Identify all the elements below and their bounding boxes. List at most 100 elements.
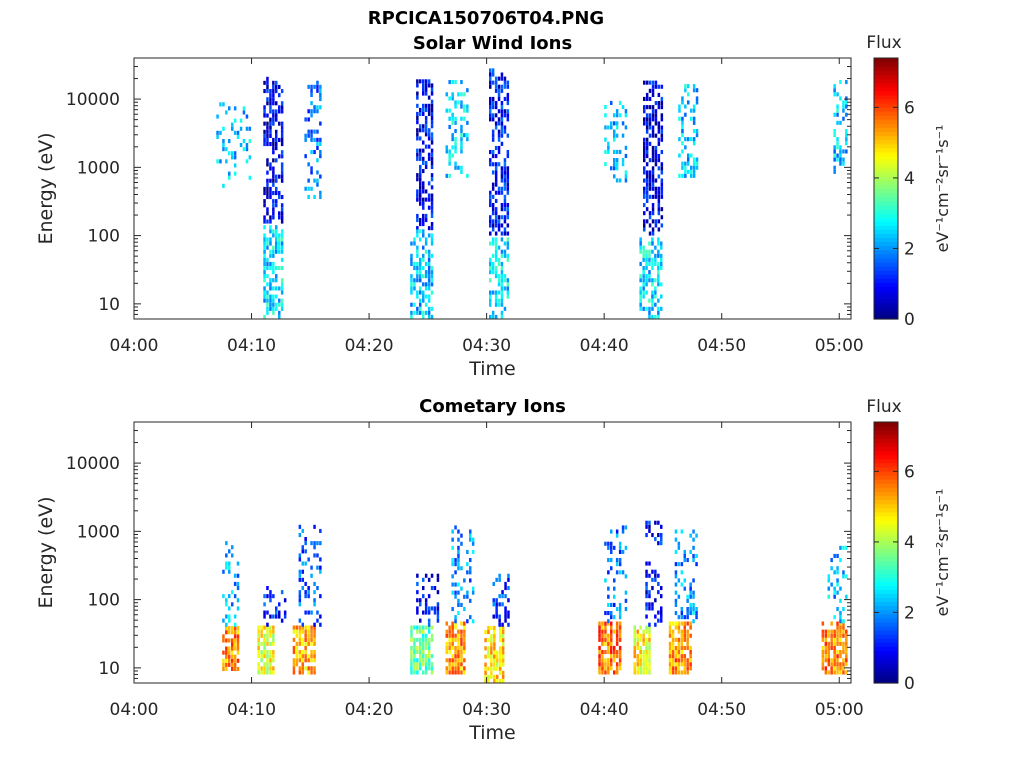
heatmap-cell — [610, 621, 613, 626]
heatmap-cell — [266, 629, 269, 634]
heatmap-cell — [316, 80, 319, 85]
heatmap-cell — [463, 637, 466, 642]
colorbar-segment — [874, 548, 898, 554]
heatmap-cell — [430, 290, 434, 295]
heatmap-cell — [231, 553, 234, 558]
heatmap-cell — [269, 253, 272, 258]
heatmap-cell — [422, 111, 425, 116]
heatmap-cell — [499, 658, 502, 663]
heatmap-cell — [618, 650, 622, 655]
heatmap-cell — [615, 607, 619, 612]
heatmap-cell — [821, 645, 825, 650]
heatmap-cell — [469, 570, 472, 575]
heatmap-cell — [454, 654, 457, 659]
heatmap-cell — [651, 109, 655, 114]
heatmap-cell — [487, 654, 490, 659]
heatmap-cell — [604, 137, 607, 142]
heatmap-cell — [313, 650, 316, 655]
heatmap-cell — [454, 570, 457, 575]
x-tick-label: 05:00 — [815, 336, 864, 356]
heatmap-cell — [642, 662, 645, 667]
heatmap-cell — [233, 130, 237, 135]
heatmap-cell — [657, 314, 660, 319]
heatmap-cell — [839, 611, 842, 616]
heatmap-cell — [674, 529, 678, 534]
heatmap-cell — [671, 637, 675, 642]
heatmap-cell — [410, 286, 413, 291]
heatmap-cell — [460, 133, 463, 138]
heatmap-cell — [422, 257, 425, 262]
heatmap-cell — [436, 590, 440, 595]
heatmap-cell — [506, 215, 510, 220]
heatmap-cell — [427, 181, 431, 186]
heatmap-cell — [648, 211, 652, 216]
heatmap-cell — [504, 594, 507, 599]
heatmap-cell — [686, 594, 689, 599]
heatmap-cell — [645, 178, 649, 183]
heatmap-cell — [621, 162, 625, 167]
heatmap-cell — [618, 602, 622, 607]
heatmap-cell — [601, 633, 604, 638]
heatmap-cell — [500, 101, 504, 106]
heatmap-cell — [460, 666, 463, 671]
heatmap-cell — [489, 117, 492, 122]
heatmap-cell — [642, 249, 645, 254]
heatmap-cell — [489, 105, 492, 110]
heatmap-cell — [445, 658, 448, 663]
heatmap-cell — [494, 198, 498, 203]
heatmap-cell — [484, 662, 487, 667]
heatmap-cell — [430, 606, 434, 611]
heatmap-cell — [624, 174, 628, 179]
heatmap-cell — [842, 104, 845, 109]
heatmap-cell — [610, 637, 613, 642]
heatmap-cell — [842, 545, 845, 550]
heatmap-cell — [228, 139, 231, 144]
heatmap-cell — [618, 658, 622, 663]
heatmap-cell — [618, 607, 622, 612]
heatmap-cell — [430, 201, 434, 206]
heatmap-cell — [280, 174, 284, 179]
heatmap-cell — [503, 158, 507, 163]
x-tick-label: 04:00 — [110, 336, 159, 356]
heatmap-cell — [692, 553, 695, 558]
heatmap-cell — [639, 241, 642, 246]
heatmap-cell — [842, 607, 845, 612]
heatmap-cell — [424, 270, 428, 275]
heatmap-cell — [645, 666, 648, 671]
heatmap-cell — [845, 633, 848, 638]
heatmap-cell — [451, 537, 454, 542]
colorbar-segment — [874, 172, 898, 177]
colorbar-segment — [874, 286, 898, 292]
heatmap-cell — [618, 558, 622, 563]
heatmap-cell — [222, 102, 225, 107]
heatmap-cell — [618, 541, 622, 546]
heatmap-cell — [839, 149, 842, 154]
heatmap-cell — [451, 112, 454, 117]
heatmap-cell — [283, 614, 287, 619]
heatmap-cell — [830, 582, 833, 587]
heatmap-cell — [266, 76, 269, 81]
heatmap-cell — [413, 654, 416, 659]
heatmap-cell — [607, 650, 610, 655]
heatmap-cell — [615, 166, 619, 171]
heatmap-cell — [654, 257, 657, 262]
heatmap-cell — [275, 113, 278, 118]
heatmap-cell — [269, 249, 272, 254]
heatmap-cell — [275, 245, 278, 250]
heatmap-cell — [313, 150, 316, 155]
heatmap-cell — [278, 286, 281, 291]
heatmap-cell — [618, 666, 622, 671]
heatmap-cell — [497, 96, 501, 101]
heatmap-cell — [498, 577, 501, 582]
heatmap-cell — [692, 529, 695, 534]
colorbar-segment — [874, 314, 898, 320]
heatmap-cell — [500, 310, 504, 315]
heatmap-cell — [497, 261, 501, 266]
heatmap-cell — [686, 637, 689, 642]
heatmap-cell — [839, 586, 842, 591]
heatmap-cell — [833, 145, 836, 150]
heatmap-cell — [319, 190, 322, 195]
heatmap-cell — [636, 637, 639, 642]
heatmap-cell — [419, 598, 422, 603]
heatmap-cell — [821, 654, 825, 659]
